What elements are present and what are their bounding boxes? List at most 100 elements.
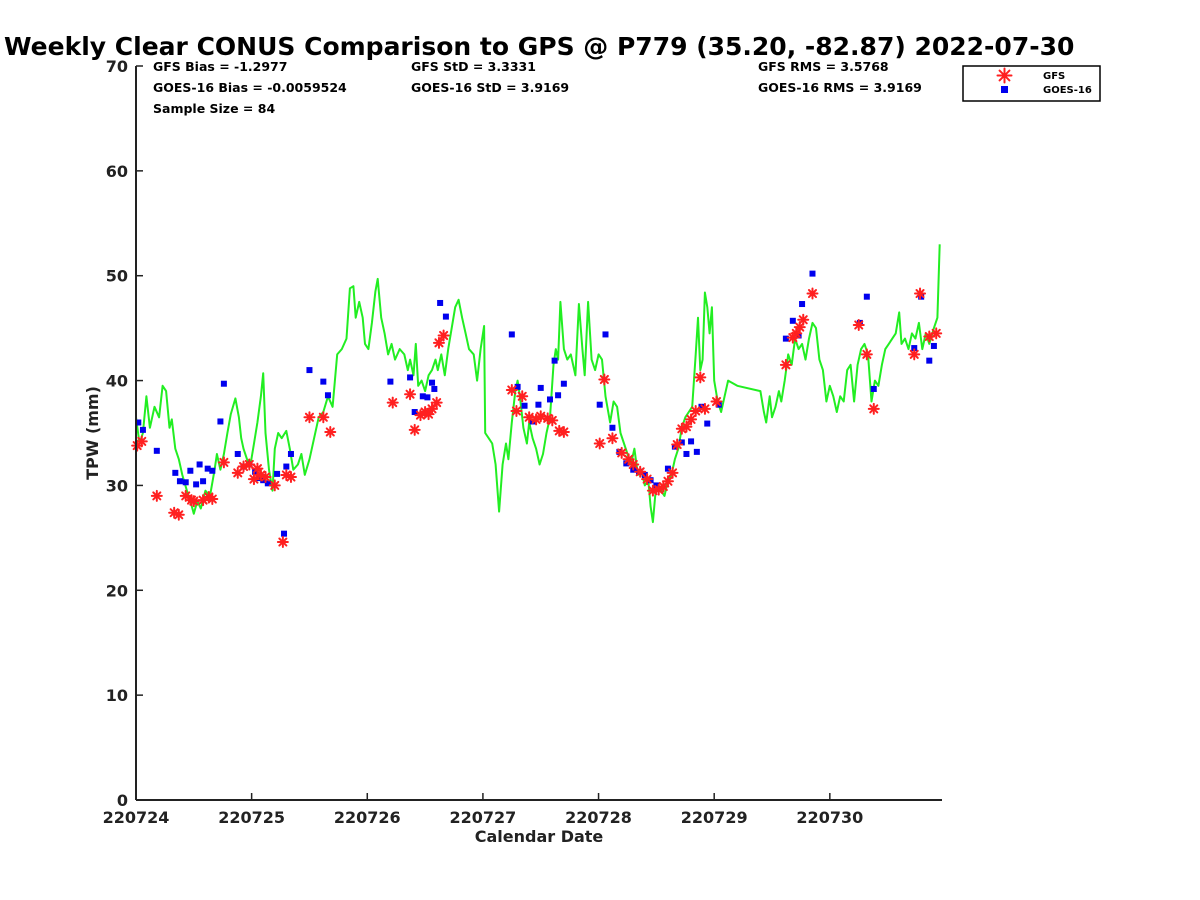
gfs-point bbox=[615, 446, 628, 459]
gfs-point bbox=[797, 313, 810, 326]
goes-16-point bbox=[911, 345, 918, 352]
gfs-point bbox=[135, 435, 148, 448]
goes-16-point bbox=[287, 450, 294, 457]
goes-16-point bbox=[555, 392, 562, 399]
goes-16-point bbox=[172, 469, 179, 476]
goes-16-point bbox=[683, 450, 690, 457]
goes-16-point bbox=[209, 467, 216, 474]
x-tick-label: 220726 bbox=[334, 808, 401, 827]
goes-16-point bbox=[678, 439, 685, 446]
goes-16-point bbox=[537, 384, 544, 391]
goes-16-point bbox=[918, 293, 925, 300]
goes-16-point bbox=[182, 479, 189, 486]
gfs-point bbox=[546, 414, 559, 427]
x-tick-label: 220725 bbox=[218, 808, 285, 827]
gfs-point bbox=[510, 404, 523, 417]
goes-16-point bbox=[508, 331, 515, 338]
gfs-point bbox=[231, 466, 244, 479]
x-tick-label: 220729 bbox=[681, 808, 748, 827]
y-tick-label: 10 bbox=[106, 686, 128, 705]
goes-16-point bbox=[411, 409, 418, 416]
gfs-point bbox=[908, 348, 921, 361]
goes-16-point bbox=[187, 467, 194, 474]
goes-16-point bbox=[424, 394, 431, 401]
goes-16-point bbox=[135, 419, 142, 426]
goes-16-point bbox=[320, 378, 327, 385]
goes-16-point bbox=[704, 420, 711, 427]
y-tick-label: 30 bbox=[106, 476, 128, 495]
gfs-point bbox=[671, 438, 684, 451]
gfs-point bbox=[689, 404, 702, 417]
x-tick-label: 220730 bbox=[796, 808, 863, 827]
goes-16-point bbox=[609, 424, 616, 431]
goes-16-point bbox=[782, 335, 789, 342]
gfs-point bbox=[408, 423, 421, 436]
gfs-point bbox=[259, 471, 272, 484]
goes-16-point bbox=[664, 465, 671, 472]
gfs-point bbox=[710, 395, 723, 408]
gfs-point bbox=[243, 458, 256, 471]
gfs-point bbox=[172, 508, 185, 521]
goes-16-point bbox=[623, 460, 630, 467]
goes-16-point bbox=[193, 481, 200, 488]
gfs-point bbox=[206, 493, 219, 506]
gfs-point bbox=[404, 388, 417, 401]
gfs-point bbox=[593, 437, 606, 450]
y-tick-label: 60 bbox=[106, 162, 128, 181]
goes-16-point bbox=[419, 393, 426, 400]
legend: GFS GOES-16 bbox=[962, 65, 1101, 102]
y-tick-label: 0 bbox=[117, 791, 128, 810]
gfs-point bbox=[852, 318, 865, 331]
gfs-point bbox=[557, 425, 570, 438]
gfs-point bbox=[627, 458, 640, 471]
gfs-point bbox=[634, 465, 647, 478]
goes-16-point bbox=[407, 374, 414, 381]
gfs-point bbox=[860, 348, 873, 361]
goes-16-point bbox=[281, 530, 288, 537]
goes-16-point bbox=[930, 342, 937, 349]
goes-16-point bbox=[535, 401, 542, 408]
goes-16-point bbox=[514, 383, 521, 390]
y-tick-label: 70 bbox=[106, 57, 128, 76]
legend-box bbox=[962, 65, 1101, 102]
gfs-point bbox=[268, 479, 281, 492]
stat-goes-std: GOES-16 StD = 3.9169 bbox=[411, 80, 569, 95]
goes-16-point bbox=[560, 380, 567, 387]
goes-16-point bbox=[204, 465, 211, 472]
gfs-point bbox=[698, 402, 711, 415]
goes-16-point bbox=[693, 448, 700, 455]
goes-16-point bbox=[602, 331, 609, 338]
goes-16-point bbox=[387, 378, 394, 385]
goes-16-point bbox=[217, 418, 224, 425]
gfs-point bbox=[324, 425, 337, 438]
goes-16-point bbox=[641, 471, 648, 478]
y-tick-label: 40 bbox=[106, 372, 128, 391]
goes-16-point bbox=[870, 385, 877, 392]
gfs-point bbox=[641, 473, 654, 486]
gfs-point bbox=[930, 327, 943, 340]
gfs-point bbox=[516, 390, 529, 403]
stat-goes-rms: GOES-16 RMS = 3.9169 bbox=[758, 80, 922, 95]
gfs-point bbox=[276, 536, 289, 549]
stat-sample-size: Sample Size = 84 bbox=[153, 101, 275, 116]
x-tick-label: 220724 bbox=[103, 808, 170, 827]
goes-16-point bbox=[431, 385, 438, 392]
goes-16-point bbox=[437, 299, 444, 306]
gfs-point bbox=[598, 373, 611, 386]
goes-16-point bbox=[429, 379, 436, 386]
gfs-point bbox=[317, 411, 330, 424]
x-axis-label: Calendar Date bbox=[475, 827, 604, 846]
goes-16-point bbox=[176, 478, 183, 485]
goes-16-point bbox=[551, 357, 558, 364]
gfs-point bbox=[685, 413, 698, 426]
goes-16-point bbox=[264, 480, 271, 487]
gfs-point bbox=[217, 456, 230, 469]
goes-16-point bbox=[688, 438, 695, 445]
gfs-point bbox=[430, 396, 443, 409]
chart-title: Weekly Clear CONUS Comparison to GPS @ P… bbox=[4, 32, 1074, 61]
gfs-point bbox=[680, 420, 693, 433]
gfs-point bbox=[779, 358, 792, 371]
y-tick-label: 50 bbox=[106, 267, 128, 286]
goes-16-point bbox=[234, 450, 241, 457]
